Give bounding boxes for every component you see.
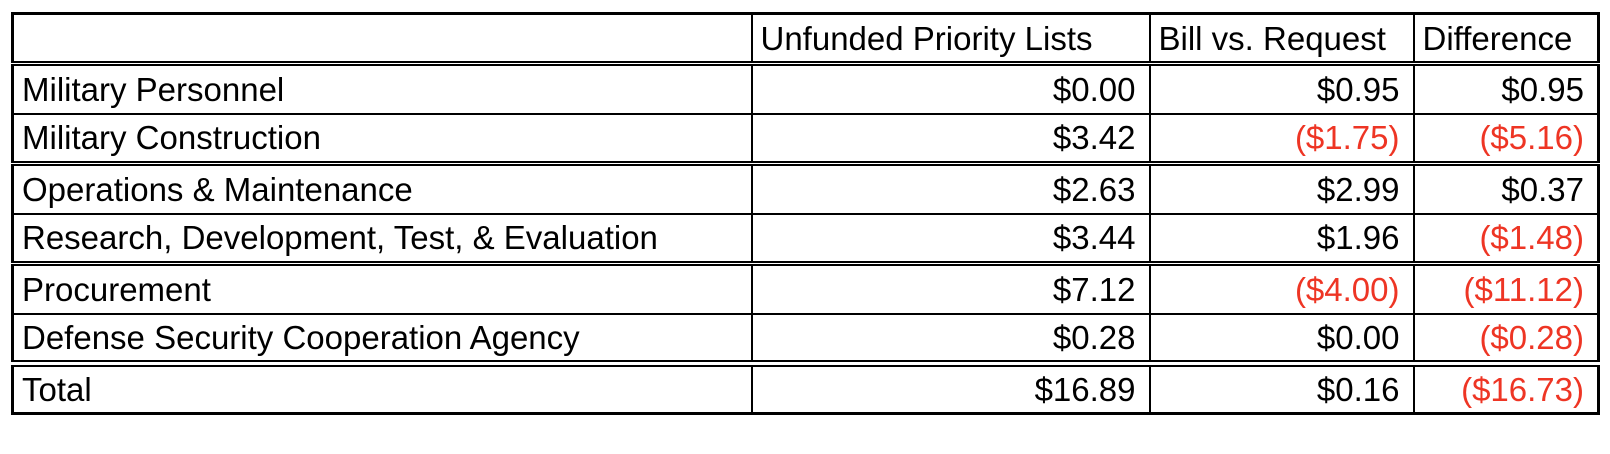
bill-value: $0.95	[1148, 62, 1415, 115]
header-difference: Difference	[1412, 12, 1600, 66]
table-row-military-construction: Military Construction $3.42 ($1.75) ($5.…	[11, 112, 1600, 166]
difference-value: $0.95	[1412, 62, 1600, 115]
header-bill-vs-request: Bill vs. Request	[1148, 12, 1415, 66]
bill-value-negative: ($4.00)	[1148, 262, 1415, 315]
bill-value: $1.96	[1148, 212, 1415, 266]
header-unfunded-priority-lists: Unfunded Priority Lists	[750, 12, 1151, 66]
row-label: Operations & Maintenance	[11, 162, 753, 215]
difference-value-negative: ($11.12)	[1412, 262, 1600, 315]
header-blank-cell	[11, 12, 753, 66]
total-upl-value: $16.89	[750, 362, 1151, 415]
table-row-rdte: Research, Development, Test, & Evaluatio…	[11, 212, 1600, 266]
difference-value-negative: ($0.28)	[1412, 312, 1600, 367]
upl-value: $0.28	[750, 312, 1151, 367]
upl-value: $3.44	[750, 212, 1151, 266]
header-row: Unfunded Priority Lists Bill vs. Request…	[11, 12, 1600, 66]
row-label: Procurement	[11, 262, 753, 315]
defense-budget-table: Unfunded Priority Lists Bill vs. Request…	[11, 12, 1600, 415]
row-label: Military Personnel	[11, 62, 753, 115]
difference-value: $0.37	[1412, 162, 1600, 215]
difference-value-negative: ($5.16)	[1412, 112, 1600, 166]
bill-value-negative: ($1.75)	[1148, 112, 1415, 166]
table-row-procurement: Procurement $7.12 ($4.00) ($11.12)	[11, 262, 1600, 315]
upl-value: $2.63	[750, 162, 1151, 215]
row-label: Military Construction	[11, 112, 753, 166]
difference-value-negative: ($1.48)	[1412, 212, 1600, 266]
row-label: Research, Development, Test, & Evaluatio…	[11, 212, 753, 266]
table-row-total: Total $16.89 $0.16 ($16.73)	[11, 362, 1600, 415]
table-row-operations-maintenance: Operations & Maintenance $2.63 $2.99 $0.…	[11, 162, 1600, 215]
bill-value: $2.99	[1148, 162, 1415, 215]
total-bill-value: $0.16	[1148, 362, 1415, 415]
total-label: Total	[11, 362, 753, 415]
upl-value: $7.12	[750, 262, 1151, 315]
table-row-military-personnel: Military Personnel $0.00 $0.95 $0.95	[11, 62, 1600, 115]
table-row-dsca: Defense Security Cooperation Agency $0.2…	[11, 312, 1600, 367]
bill-value: $0.00	[1148, 312, 1415, 367]
row-label: Defense Security Cooperation Agency	[11, 312, 753, 367]
upl-value: $3.42	[750, 112, 1151, 166]
upl-value: $0.00	[750, 62, 1151, 115]
total-difference-value-negative: ($16.73)	[1412, 362, 1600, 415]
